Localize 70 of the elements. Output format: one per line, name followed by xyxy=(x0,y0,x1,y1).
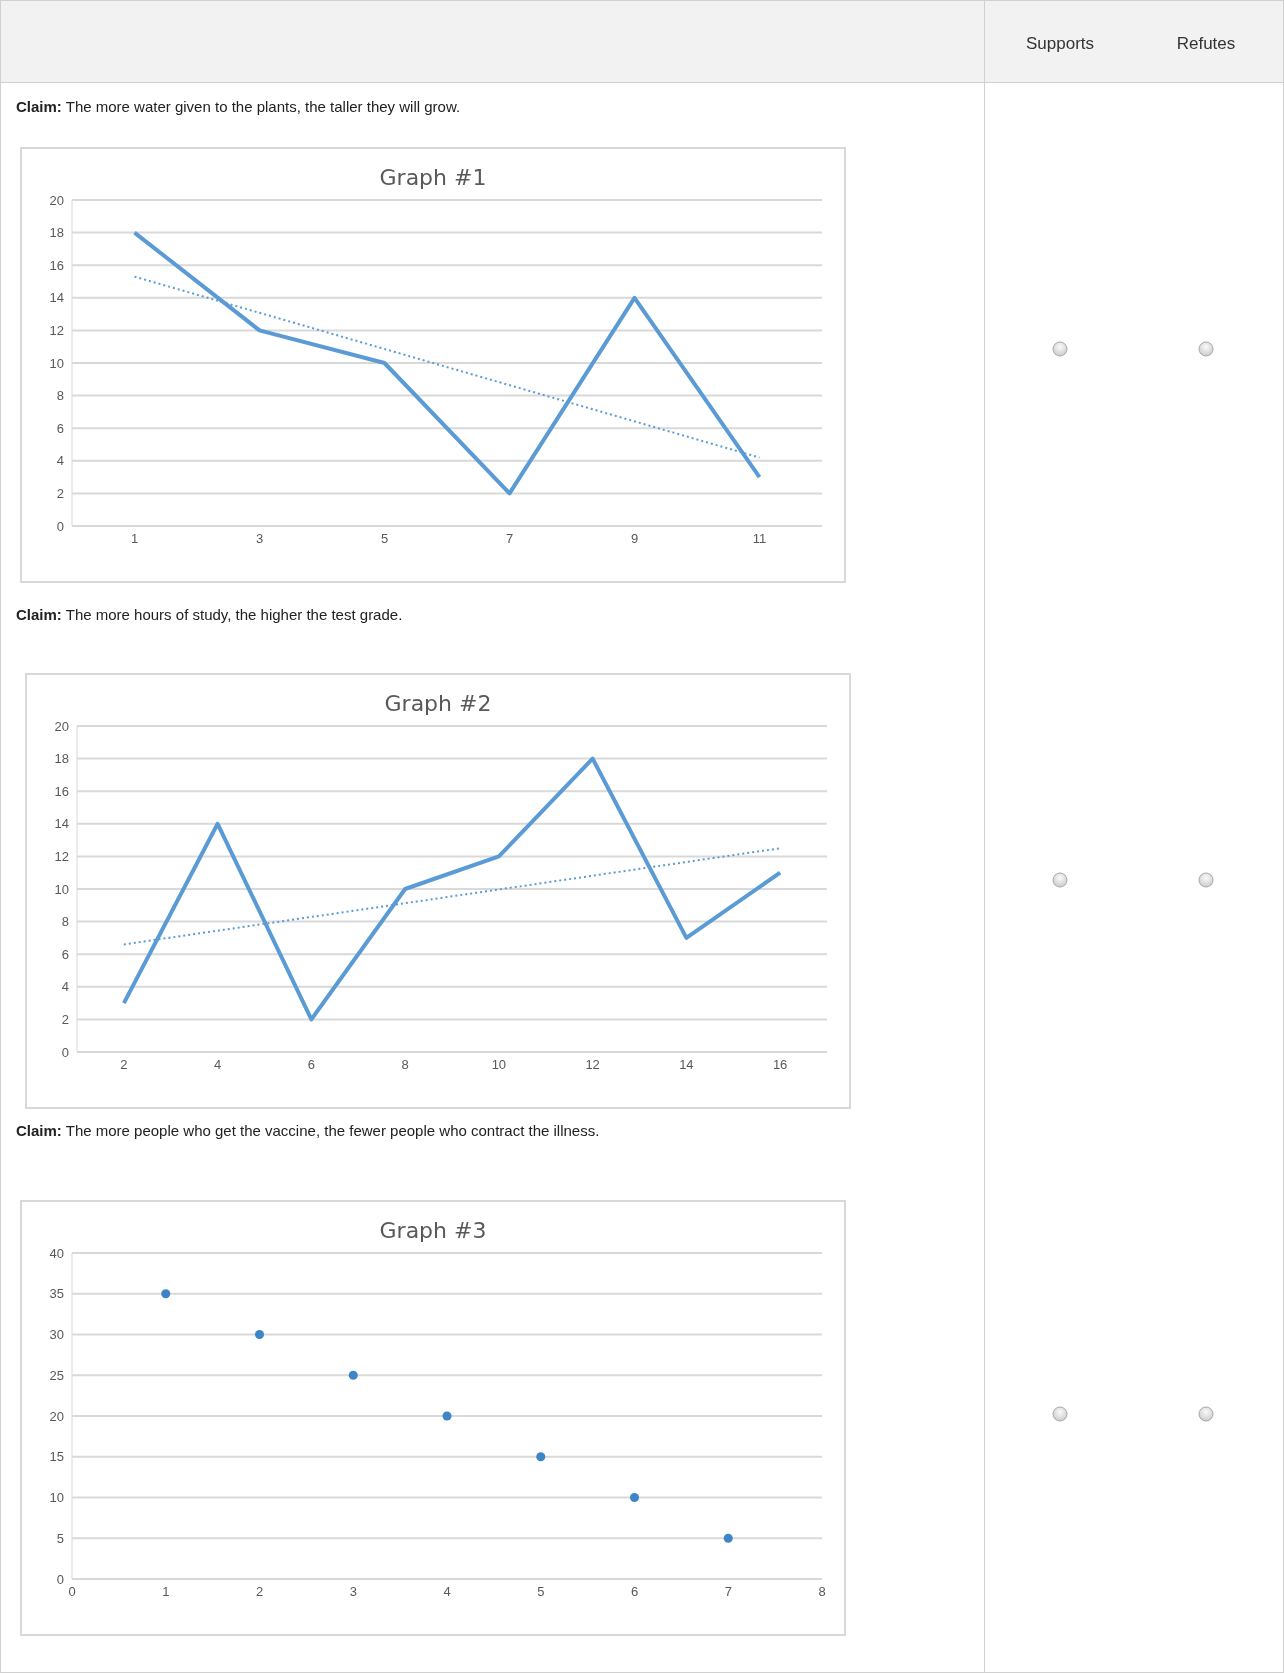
y-tick-label: 25 xyxy=(49,1367,64,1383)
y-tick-label: 8 xyxy=(61,914,69,930)
point xyxy=(442,1411,452,1421)
y-tick-label: 2 xyxy=(61,1012,69,1028)
x-tick-label: 10 xyxy=(491,1057,507,1073)
y-tick-label: 4 xyxy=(56,453,64,469)
y-tick-label: 14 xyxy=(54,816,69,832)
x-tick-label: 3 xyxy=(255,531,264,547)
y-tick-label: 6 xyxy=(56,420,64,436)
x-tick-label: 5 xyxy=(537,1584,545,1600)
line-series xyxy=(121,756,783,1022)
y-tick-label: 20 xyxy=(49,1408,64,1424)
x-tick-label: 9 xyxy=(630,531,639,547)
x-tick-label: 4 xyxy=(443,1584,451,1600)
y-tick-label: 35 xyxy=(49,1286,64,1302)
y-tick-label: 18 xyxy=(54,751,69,767)
x-tick-label: 2 xyxy=(255,1584,264,1600)
y-tick-label: 4 xyxy=(61,979,69,995)
line-series xyxy=(132,230,762,496)
x-tick-label: 11 xyxy=(752,531,767,547)
x-tick-label: 7 xyxy=(505,531,514,547)
point xyxy=(629,1492,640,1503)
y-tick-label: 10 xyxy=(54,881,69,897)
text: Refutes xyxy=(1175,34,1237,54)
x-tick-label: 8 xyxy=(401,1057,409,1073)
y-tick-label: 5 xyxy=(56,1530,64,1546)
y-tick-label: 30 xyxy=(49,1327,64,1343)
chart-subtitle: Claim: The more people who get the vaccine, the fewer people who contract the illness. xyxy=(16,1122,600,1139)
x-tick-label: 1 xyxy=(162,1584,170,1600)
x-tick-label: 6 xyxy=(307,1057,315,1073)
y-tick-label: 6 xyxy=(61,946,69,962)
y-tick-label: 18 xyxy=(49,225,64,241)
point xyxy=(161,1289,171,1299)
y-tick-label: 12 xyxy=(49,323,64,339)
y-tick-label: 10 xyxy=(49,1490,64,1506)
x-tick-label: 1 xyxy=(130,531,139,547)
chart-title: Graph #3 xyxy=(378,1218,488,1243)
y-tick-label: 40 xyxy=(49,1245,64,1261)
x-tick-label: 12 xyxy=(585,1057,600,1073)
x-tick-label: 3 xyxy=(349,1584,357,1600)
y-tick-label: 20 xyxy=(49,192,64,208)
point xyxy=(536,1452,546,1462)
y-tick-label: 16 xyxy=(49,257,64,273)
x-tick-label: 4 xyxy=(214,1057,222,1073)
x-tick-label: 6 xyxy=(630,1584,639,1600)
chart-title: Graph #2 xyxy=(383,691,493,716)
x-tick-label: 16 xyxy=(772,1057,788,1073)
x-tick-label: 14 xyxy=(679,1057,694,1073)
y-tick-label: 0 xyxy=(61,1044,69,1060)
y-tick-label: 15 xyxy=(49,1449,64,1465)
x-tick-label: 2 xyxy=(120,1057,128,1073)
x-tick-label: 5 xyxy=(380,531,389,547)
x-tick-label: 7 xyxy=(724,1584,732,1600)
text: Supports xyxy=(1024,34,1095,54)
chart-subtitle: Claim: The more water given to the plants, the taller they will grow. xyxy=(16,98,461,115)
y-tick-label: 0 xyxy=(56,1571,64,1587)
y-tick-label: 2 xyxy=(56,486,64,502)
point xyxy=(348,1370,358,1380)
y-tick-label: 8 xyxy=(56,388,64,404)
y-tick-label: 10 xyxy=(49,355,64,371)
y-tick-label: 14 xyxy=(49,290,64,306)
chart-title: Graph #1 xyxy=(378,165,488,190)
point xyxy=(254,1329,265,1340)
y-tick-label: 16 xyxy=(54,783,69,799)
chart-subtitle: Claim: The more hours of study, the higher the test grade. xyxy=(16,606,403,623)
y-tick-label: 12 xyxy=(54,849,69,865)
y-tick-label: 0 xyxy=(56,518,64,534)
point xyxy=(723,1533,733,1543)
x-tick-label: 8 xyxy=(818,1584,826,1600)
y-tick-label: 20 xyxy=(54,718,69,734)
